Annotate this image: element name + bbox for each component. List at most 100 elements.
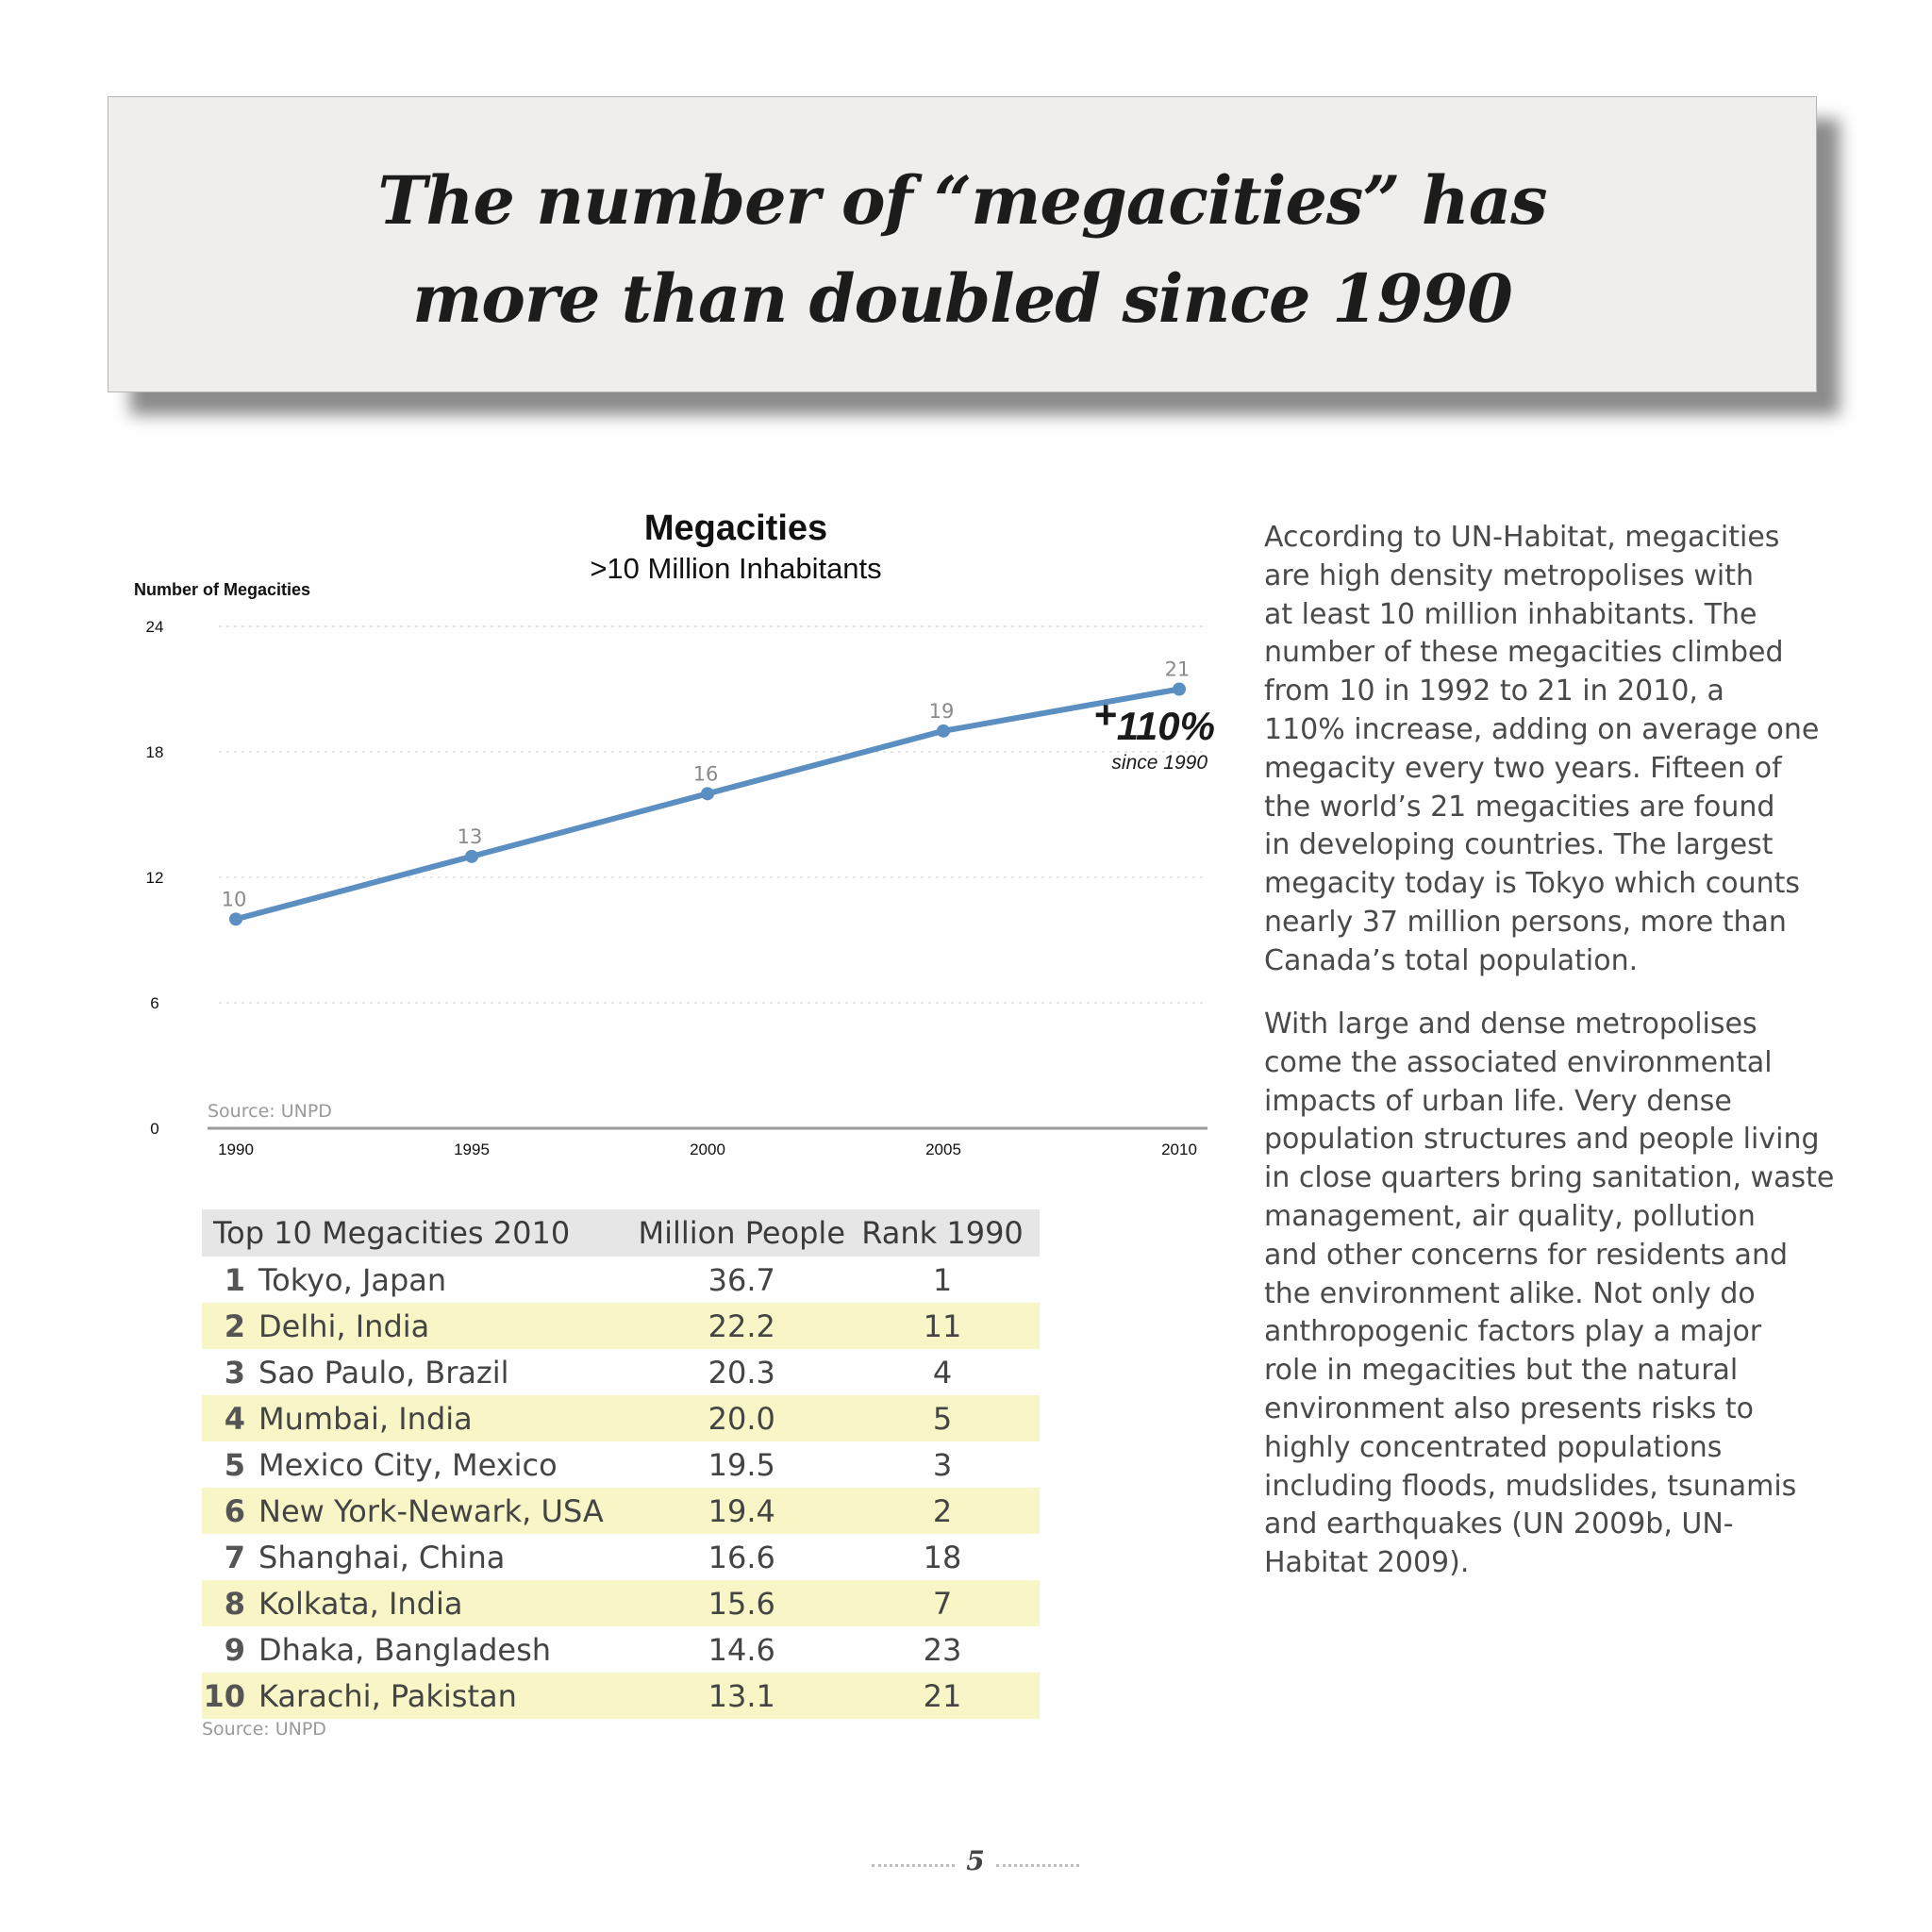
row-population: 19.4 [638, 1488, 845, 1534]
footer-dots-right [996, 1864, 1079, 1867]
row-rank: 5 [224, 1446, 245, 1483]
growth-callout: +110% [1093, 692, 1215, 748]
table-row: 8 Kolkata, India 15.6 7 [202, 1580, 1040, 1626]
row-rank: 4 [202, 1395, 258, 1441]
data-label: 10 [222, 888, 247, 910]
row-city: Mumbai, India [258, 1395, 639, 1441]
row-population: 14.6 [708, 1631, 775, 1668]
x-tick-label: 1990 [218, 1141, 254, 1158]
page-number: 5 [966, 1845, 985, 1876]
row-rank-1990: 4 [932, 1354, 953, 1391]
table-row: 5 Mexico City, Mexico 19.5 3 [202, 1441, 1040, 1488]
table-row: 1 Tokyo, Japan 36.7 1 [202, 1257, 1040, 1303]
x-tick-label: 2000 [690, 1141, 725, 1158]
footer-dots-left [872, 1864, 955, 1867]
x-tick-label: 2010 [1161, 1141, 1197, 1158]
row-city: New York-Newark, USA [258, 1488, 639, 1534]
header-population: Million People [638, 1209, 845, 1257]
callout-note: since 1990 [1111, 752, 1208, 774]
row-rank-1990: 3 [932, 1446, 953, 1483]
row-city: Delhi, India [258, 1303, 639, 1349]
y-tick-label: 0 [150, 1120, 158, 1138]
y-tick-label: 24 [146, 618, 164, 636]
callout-value: 110% [1117, 704, 1215, 748]
row-population: 22.2 [638, 1303, 845, 1349]
row-city: Mexico City, Mexico [258, 1446, 558, 1483]
chart-data-labels: 10 13 16 19 21 [222, 658, 1191, 911]
table-row: 7 Shanghai, China 16.6 18 [202, 1534, 1040, 1580]
row-rank-1990: 21 [845, 1673, 1040, 1719]
row-city: Dhaka, Bangladesh [258, 1631, 552, 1668]
row-rank: 9 [224, 1631, 245, 1668]
x-tick-label: 1995 [454, 1141, 490, 1158]
title-banner: The number of “megacities” has more than… [108, 96, 1817, 392]
row-rank: 1 [224, 1261, 245, 1298]
row-rank-1990: 11 [845, 1303, 1040, 1349]
body-paragraph-1: According to UN-Habitat, megacities are … [1264, 521, 1820, 977]
row-population: 19.5 [708, 1446, 775, 1483]
data-label: 16 [693, 762, 719, 785]
row-rank: 6 [202, 1488, 258, 1534]
data-label: 21 [1165, 658, 1191, 681]
chart-series [229, 682, 1186, 926]
data-label: 13 [458, 825, 483, 848]
page-title: The number of “megacities” has more than… [377, 161, 1547, 338]
data-point [701, 787, 714, 801]
row-city: Karachi, Pakistan [258, 1673, 639, 1719]
row-city: Tokyo, Japan [258, 1261, 447, 1298]
row-population: 15.6 [638, 1580, 845, 1626]
row-rank-1990: 5 [845, 1395, 1040, 1441]
row-rank-1990: 23 [923, 1631, 962, 1668]
chart-subtitle: >10 Million Inhabitants [590, 552, 881, 585]
y-tick-label: 6 [150, 994, 158, 1012]
row-population: 20.0 [638, 1395, 845, 1441]
y-tick-label: 12 [146, 869, 164, 887]
series-line [233, 686, 1182, 923]
data-point [937, 724, 950, 738]
row-city: Kolkata, India [258, 1580, 639, 1626]
row-population: 13.1 [638, 1673, 845, 1719]
row-rank: 10 [202, 1673, 258, 1719]
table-row: 4 Mumbai, India 20.0 5 [202, 1395, 1040, 1441]
table-source: Source: UNPD [202, 1719, 326, 1740]
table-row: 10 Karachi, Pakistan 13.1 21 [202, 1673, 1040, 1719]
header-city: Top 10 Megacities 2010 [202, 1209, 639, 1257]
y-tick-label: 18 [146, 743, 164, 761]
data-label: 19 [929, 700, 955, 723]
table-row: 6 New York-Newark, USA 19.4 2 [202, 1488, 1040, 1534]
megacities-line-chart: Megacities >10 Million Inhabitants Numbe… [134, 508, 1215, 1158]
row-city: Shanghai, China [258, 1539, 506, 1575]
x-tick-label: 2005 [925, 1141, 961, 1158]
row-population: 20.3 [708, 1354, 775, 1391]
data-point [1173, 682, 1186, 696]
callout-plus: + [1093, 692, 1117, 737]
row-rank: 7 [224, 1539, 245, 1575]
row-city: Sao Paulo, Brazil [258, 1354, 509, 1391]
data-point [465, 849, 478, 863]
row-rank: 3 [224, 1354, 245, 1391]
header-rank-1990: Rank 1990 [845, 1209, 1040, 1257]
row-rank-1990: 2 [845, 1488, 1040, 1534]
row-rank: 2 [202, 1303, 258, 1349]
table-row: 2 Delhi, India 22.2 11 [202, 1303, 1040, 1349]
page-footer: 5 [872, 1845, 1079, 1883]
y-axis-ticks: 0 6 12 18 24 [146, 618, 164, 1138]
row-population: 16.6 [708, 1539, 775, 1575]
row-rank: 8 [202, 1580, 258, 1626]
x-axis-ticks: 1990 1995 2000 2005 2010 [218, 1141, 1197, 1158]
y-axis-label: Number of Megacities [134, 580, 310, 599]
row-rank-1990: 7 [845, 1580, 1040, 1626]
megacities-table: Top 10 Megacities 2010 Million People Ra… [202, 1209, 1040, 1719]
row-rank-1990: 1 [932, 1261, 953, 1298]
chart-title: Megacities [644, 508, 827, 548]
data-point [229, 912, 242, 926]
table-header-row: Top 10 Megacities 2010 Million People Ra… [202, 1209, 1040, 1257]
table-row: 3 Sao Paulo, Brazil 20.3 4 [202, 1349, 1040, 1395]
chart-gridlines [219, 625, 1208, 1004]
body-paragraph-2: With large and dense metropolises come t… [1264, 1008, 1835, 1580]
chart-source: Source: UNPD [208, 1101, 332, 1122]
row-rank-1990: 18 [923, 1539, 962, 1575]
row-population: 36.7 [708, 1261, 775, 1298]
table-row: 9 Dhaka, Bangladesh 14.6 23 [202, 1626, 1040, 1673]
